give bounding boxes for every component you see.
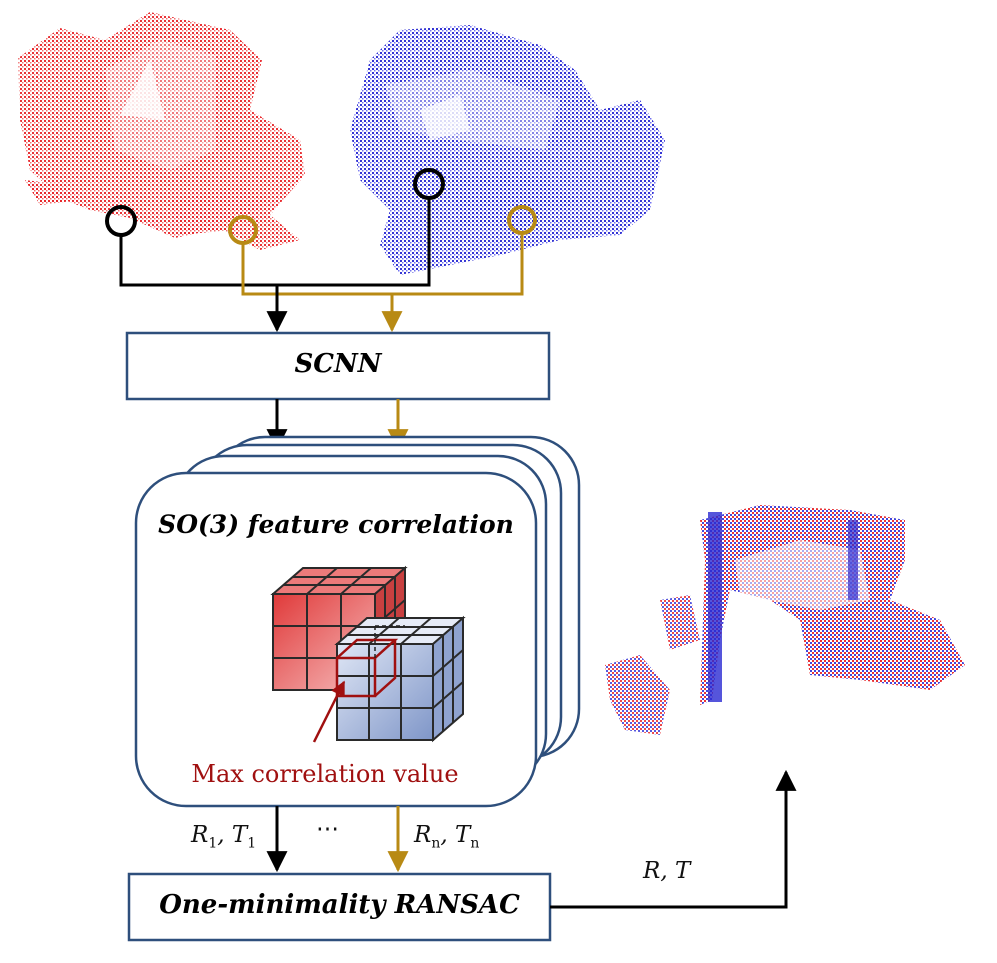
final-transform-arrow (550, 769, 797, 909)
source-point-cloud (18, 12, 305, 250)
ransac-block (127, 872, 552, 942)
max-correlation-cell (335, 638, 399, 698)
first-hypothesis-label: R1, T1 (191, 822, 257, 852)
target-feature-cube (334, 615, 466, 743)
final-transform-label: R, T (643, 858, 691, 884)
scnn-block (125, 331, 551, 401)
registered-point-cloud (605, 505, 965, 735)
target-point-cloud (350, 25, 665, 275)
overlap-dashed-edges (374, 625, 405, 658)
annotation-pointer (312, 680, 346, 743)
correlation-title: SO(3) feature correlation (158, 510, 514, 539)
max-correlation-label: Max correlation value (191, 760, 459, 788)
ransac-label: One-minimality RANSAC (159, 890, 520, 920)
hypothesis-ellipsis: ⋯ (316, 816, 339, 842)
gold-correspondence-path (241, 233, 524, 296)
last-hypothesis-label: Rn, Tn (414, 822, 480, 852)
scnn-label: SCNN (294, 349, 382, 379)
black-correspondence-path (119, 198, 431, 287)
